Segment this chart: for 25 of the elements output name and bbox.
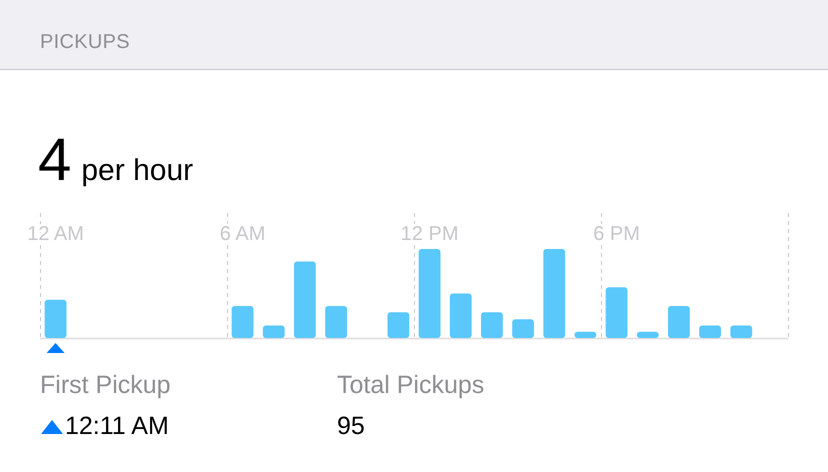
bar (699, 326, 721, 338)
bar (636, 332, 659, 338)
bar (262, 326, 285, 338)
text: 12:11 AM (65, 412, 169, 440)
bar (543, 249, 566, 338)
chart-subtitle: 4 per hour (38, 126, 194, 193)
bar (450, 294, 472, 338)
bar (44, 300, 66, 338)
text: First Pickup (40, 371, 171, 399)
bar (388, 312, 410, 338)
bar (606, 287, 628, 338)
bar (574, 332, 596, 338)
bar (232, 306, 254, 338)
x-tick-label: 12 PM (400, 223, 458, 245)
bar (418, 249, 440, 338)
bar (325, 306, 347, 338)
bar (512, 319, 534, 338)
chart-title: PICKUPS (40, 31, 130, 53)
text: 95 (337, 412, 365, 440)
bar (294, 261, 316, 338)
text: Total Pickups (337, 371, 484, 399)
bar (668, 306, 690, 338)
bar (730, 326, 752, 338)
x-tick-label: 12 AM (27, 223, 84, 245)
bar (481, 312, 503, 338)
